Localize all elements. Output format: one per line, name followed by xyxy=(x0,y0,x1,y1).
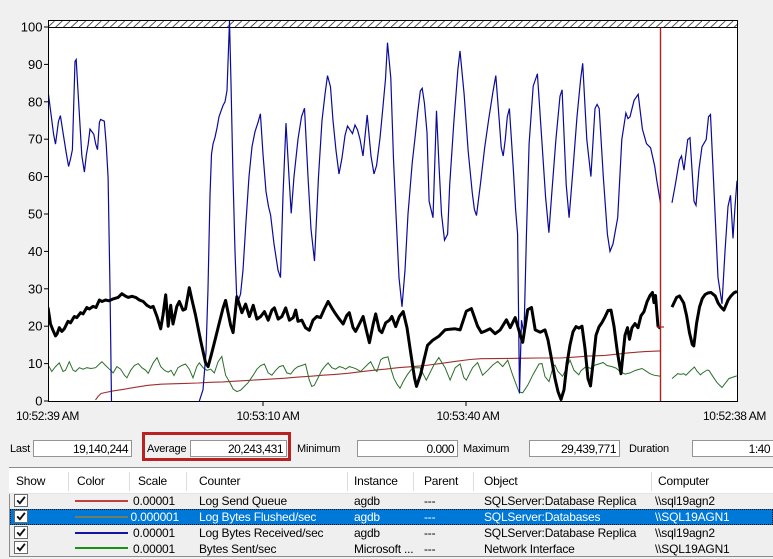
svg-text:10:52:39 AM: 10:52:39 AM xyxy=(16,409,79,423)
svg-text:100: 100 xyxy=(21,20,43,35)
svg-text:10:52:38 AM: 10:52:38 AM xyxy=(703,409,766,423)
svg-text:70: 70 xyxy=(28,132,42,147)
svg-text:0: 0 xyxy=(35,394,42,409)
svg-text:10:53:40 AM: 10:53:40 AM xyxy=(437,409,500,423)
svg-text:10: 10 xyxy=(28,356,42,371)
svg-text:50: 50 xyxy=(28,207,42,222)
svg-text:90: 90 xyxy=(28,57,42,72)
svg-text:10:53:10 AM: 10:53:10 AM xyxy=(237,409,300,423)
svg-text:30: 30 xyxy=(28,281,42,296)
svg-text:60: 60 xyxy=(28,169,42,184)
svg-text:80: 80 xyxy=(28,94,42,109)
svg-text:20: 20 xyxy=(28,319,42,334)
svg-text:40: 40 xyxy=(28,244,42,259)
